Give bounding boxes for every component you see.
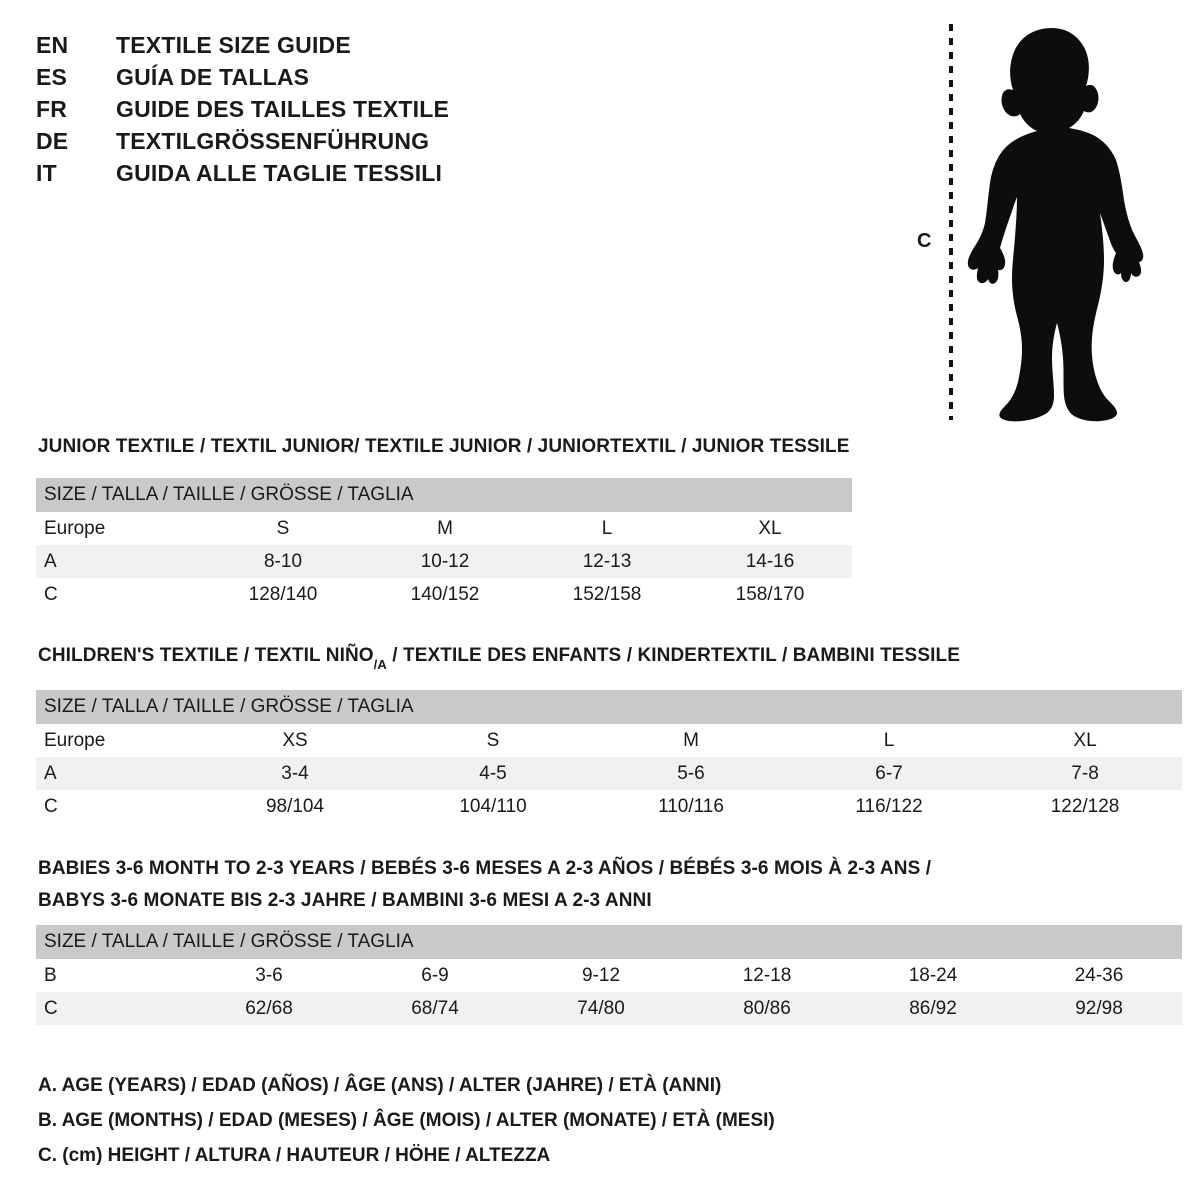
children-title-post: / TEXTILE DES ENFANTS / KINDERTEXTIL / B…	[386, 645, 960, 666]
children-size-bar-label: SIZE / TALLA / TAILLE / GRÖSSE / TAGLIA	[36, 690, 1183, 724]
children-row-c-value-4: 122/128	[988, 790, 1183, 823]
children-row-a-value-4: 7-8	[988, 757, 1183, 790]
junior-size-bar-label: SIZE / TALLA / TAILLE / GRÖSSE / TAGLIA	[36, 478, 853, 512]
children-size-header-xl: XL	[988, 724, 1183, 757]
children-size-header-m: M	[592, 724, 790, 757]
babies-row-b-value-5: 24-36	[1016, 959, 1183, 992]
height-marker-label: C	[917, 230, 932, 252]
children-header-row: Europe XS S M L XL	[36, 724, 1183, 757]
junior-row-c-value-1: 140/152	[364, 578, 526, 611]
legend-line-b: B. AGE (MONTHS) / EDAD (MESES) / ÂGE (MO…	[38, 1110, 775, 1131]
babies-row-c-value-0: 62/68	[186, 992, 352, 1025]
babies-row-b-value-2: 9-12	[518, 959, 684, 992]
language-row-es: ES GUÍA DE TALLAS	[36, 64, 596, 96]
babies-row-c-value-1: 68/74	[352, 992, 518, 1025]
babies-row-b-value-1: 6-9	[352, 959, 518, 992]
height-reference-figure: C	[900, 14, 1160, 424]
language-title-es: GUÍA DE TALLAS	[116, 64, 310, 90]
language-code-it: IT	[36, 160, 57, 186]
junior-size-header-l: L	[526, 512, 688, 545]
height-dashed-line	[949, 24, 953, 420]
babies-size-bar-label: SIZE / TALLA / TAILLE / GRÖSSE / TAGLIA	[36, 925, 1183, 959]
children-row-a-value-1: 4-5	[394, 757, 592, 790]
children-size-table: SIZE / TALLA / TAILLE / GRÖSSE / TAGLIA …	[36, 690, 1183, 823]
junior-row-a-value-0: 8-10	[202, 545, 364, 578]
babies-size-bar-row: SIZE / TALLA / TAILLE / GRÖSSE / TAGLIA	[36, 925, 1183, 959]
language-title-it: GUIDA ALLE TAGLIE TESSILI	[116, 160, 443, 186]
language-row-de: DE TEXTILGRÖSSENFÜHRUNG	[36, 128, 596, 160]
children-size-bar-row: SIZE / TALLA / TAILLE / GRÖSSE / TAGLIA	[36, 690, 1183, 724]
junior-row-a-value-1: 10-12	[364, 545, 526, 578]
language-code-en: EN	[36, 32, 69, 58]
junior-region-label: Europe	[36, 512, 202, 545]
children-row-c: C 98/104 104/110 110/116 116/122 122/128	[36, 790, 1183, 823]
language-title-de: TEXTILGRÖSSENFÜHRUNG	[116, 128, 430, 154]
language-row-it: IT GUIDA ALLE TAGLIE TESSILI	[36, 160, 596, 192]
junior-row-c-value-2: 152/158	[526, 578, 688, 611]
children-row-c-value-1: 104/110	[394, 790, 592, 823]
junior-size-header-xl: XL	[688, 512, 853, 545]
children-row-a-value-2: 5-6	[592, 757, 790, 790]
language-title-en: TEXTILE SIZE GUIDE	[116, 32, 351, 58]
children-size-header-s: S	[394, 724, 592, 757]
language-row-en: EN TEXTILE SIZE GUIDE	[36, 32, 596, 64]
babies-row-c-value-2: 74/80	[518, 992, 684, 1025]
babies-row-b-value-3: 12-18	[684, 959, 850, 992]
junior-size-header-m: M	[364, 512, 526, 545]
children-row-c-value-2: 110/116	[592, 790, 790, 823]
babies-row-b-value-4: 18-24	[850, 959, 1016, 992]
children-row-c-value-0: 98/104	[196, 790, 394, 823]
junior-size-bar-row: SIZE / TALLA / TAILLE / GRÖSSE / TAGLIA	[36, 478, 853, 512]
children-section-title: CHILDREN'S TEXTILE / TEXTIL NIÑO/A / TEX…	[38, 641, 960, 677]
child-silhouette-icon	[967, 28, 1144, 422]
children-size-header-l: L	[790, 724, 988, 757]
children-title-pre: CHILDREN'S TEXTILE / TEXTIL NIÑO	[38, 645, 374, 666]
junior-row-c-value-0: 128/140	[202, 578, 364, 611]
children-title-subscript: /A	[373, 656, 387, 672]
junior-size-header-s: S	[202, 512, 364, 545]
legend-line-c: C. (cm) HEIGHT / ALTURA / HAUTEUR / HÖHE…	[38, 1145, 551, 1166]
babies-size-table: SIZE / TALLA / TAILLE / GRÖSSE / TAGLIA …	[36, 925, 1183, 1025]
measurement-legend: A. AGE (YEARS) / EDAD (AÑOS) / ÂGE (ANS)…	[38, 1068, 938, 1173]
junior-header-row: Europe S M L XL	[36, 512, 853, 545]
babies-section-title-line1: BABIES 3-6 MONTH TO 2-3 YEARS / BEBÉS 3-…	[38, 858, 932, 879]
children-row-a-value-0: 3-4	[196, 757, 394, 790]
junior-row-c: C 128/140 140/152 152/158 158/170	[36, 578, 853, 611]
junior-row-a-label: A	[36, 545, 202, 578]
babies-row-b-label: B	[36, 959, 186, 992]
babies-row-c-value-5: 92/98	[1016, 992, 1183, 1025]
language-title-fr: GUIDE DES TAILLES TEXTILE	[116, 96, 449, 122]
babies-row-c-value-4: 86/92	[850, 992, 1016, 1025]
language-code-fr: FR	[36, 96, 68, 122]
children-row-a-value-3: 6-7	[790, 757, 988, 790]
babies-row-c-value-3: 80/86	[684, 992, 850, 1025]
junior-row-c-label: C	[36, 578, 202, 611]
language-code-es: ES	[36, 64, 68, 90]
babies-row-b: B 3-6 6-9 9-12 12-18 18-24 24-36	[36, 959, 1183, 992]
children-row-c-value-3: 116/122	[790, 790, 988, 823]
junior-section-title: JUNIOR TEXTILE / TEXTIL JUNIOR/ TEXTILE …	[38, 436, 850, 457]
language-row-fr: FR GUIDE DES TAILLES TEXTILE	[36, 96, 596, 128]
junior-row-a-value-2: 12-13	[526, 545, 688, 578]
babies-row-b-value-0: 3-6	[186, 959, 352, 992]
junior-row-a: A 8-10 10-12 12-13 14-16	[36, 545, 853, 578]
language-header-block: EN TEXTILE SIZE GUIDE ES GUÍA DE TALLAS …	[36, 32, 596, 192]
babies-row-c-label: C	[36, 992, 186, 1025]
junior-size-table: SIZE / TALLA / TAILLE / GRÖSSE / TAGLIA …	[36, 478, 853, 611]
children-size-header-xs: XS	[196, 724, 394, 757]
junior-row-a-value-3: 14-16	[688, 545, 853, 578]
children-region-label: Europe	[36, 724, 196, 757]
language-code-de: DE	[36, 128, 69, 154]
children-row-c-label: C	[36, 790, 196, 823]
children-row-a: A 3-4 4-5 5-6 6-7 7-8	[36, 757, 1183, 790]
babies-section-title-line2: BABYS 3-6 MONATE BIS 2-3 JAHRE / BAMBINI…	[38, 890, 652, 911]
legend-line-a: A. AGE (YEARS) / EDAD (AÑOS) / ÂGE (ANS)…	[38, 1075, 722, 1096]
children-row-a-label: A	[36, 757, 196, 790]
babies-row-c: C 62/68 68/74 74/80 80/86 86/92 92/98	[36, 992, 1183, 1025]
junior-row-c-value-3: 158/170	[688, 578, 853, 611]
